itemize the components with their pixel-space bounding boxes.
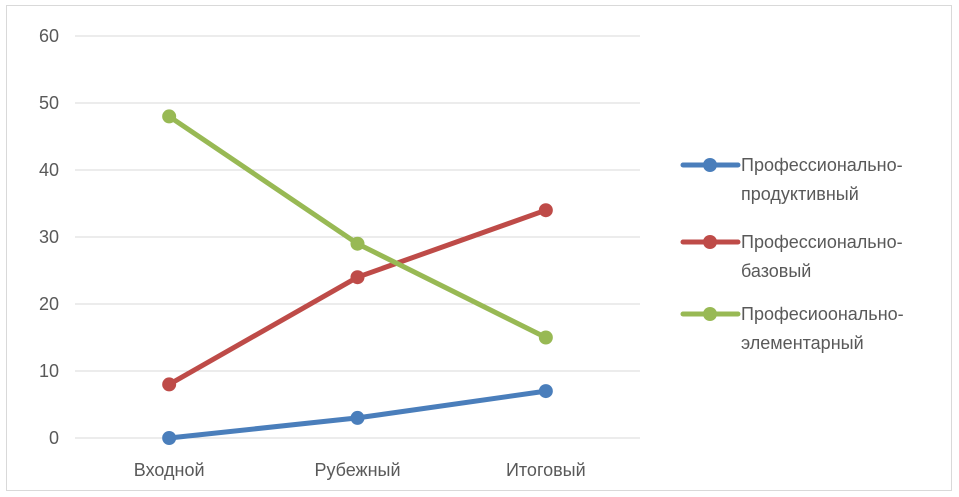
legend-label: базовый (741, 261, 811, 281)
data-point (538, 330, 553, 345)
chart-frame (6, 5, 952, 491)
y-tick-label: 30 (39, 227, 59, 247)
legend-label: Профессионально- (741, 155, 903, 175)
y-tick-label: 10 (39, 361, 59, 381)
x-tick-label: Итоговый (506, 460, 586, 480)
data-point (538, 384, 553, 399)
legend: Профессионально-продуктивныйПрофессионал… (680, 155, 904, 353)
legend-label: продуктивный (741, 184, 859, 204)
data-point (350, 236, 365, 251)
data-point (162, 377, 177, 392)
y-tick-label: 60 (39, 26, 59, 46)
series-1 (162, 384, 553, 445)
legend-label: Профессионально- (741, 232, 903, 252)
data-point (162, 109, 177, 124)
legend-label: элементарный (741, 333, 864, 353)
series-3 (162, 109, 553, 345)
y-tick-label: 40 (39, 160, 59, 180)
legend-point-marker (703, 235, 717, 249)
y-axis-tick-labels: 0 10 20 30 40 50 60 (39, 26, 59, 448)
data-point (350, 410, 365, 425)
data-point (350, 270, 365, 285)
y-tick-label: 0 (49, 428, 59, 448)
x-tick-label: Входной (134, 460, 205, 480)
x-tick-label: Рубежный (314, 460, 400, 480)
series-2 (162, 203, 553, 392)
y-tick-label: 50 (39, 93, 59, 113)
legend-item-3: Професиоонально-элементарный (680, 304, 904, 353)
legend-point-marker (703, 158, 717, 172)
series-lines (162, 109, 553, 445)
x-axis-tick-labels: Входной Рубежный Итоговый (134, 460, 586, 480)
legend-label: Професиоонально- (741, 304, 904, 324)
series-line (166, 207, 549, 387)
legend-point-marker (703, 307, 717, 321)
y-tick-label: 20 (39, 294, 59, 314)
data-point (162, 431, 177, 445)
legend-item-2: Профессионально-базовый (680, 232, 903, 281)
data-point (538, 203, 553, 218)
legend-item-1: Профессионально-продуктивный (680, 155, 903, 204)
